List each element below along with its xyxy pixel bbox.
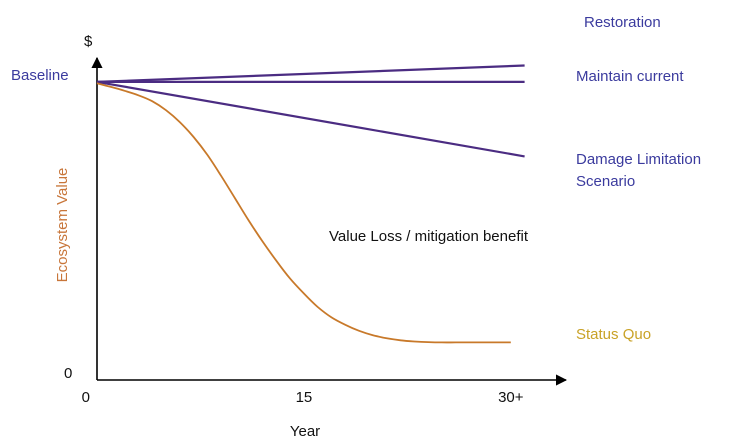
series-line-damage (96, 80, 525, 158)
y-origin-label: 0 (64, 365, 72, 382)
series-label-damage-line2: Scenario (576, 173, 635, 190)
series-label-status-quo: Status Quo (576, 326, 651, 343)
x-tick-label: 15 (296, 389, 313, 406)
x-tick-labels: 0 15 30+ (82, 389, 524, 406)
baseline-label: Baseline (11, 67, 69, 84)
series-line-statusquo (96, 82, 511, 344)
series-label-maintain-current: Maintain current (576, 68, 684, 85)
annotation-text: Value Loss / mitigation benefit (329, 228, 529, 245)
y-axis-title: Ecosystem Value (54, 168, 71, 283)
series-label-damage-line1: Damage Limitation (576, 151, 701, 168)
x-tick-label: 0 (82, 389, 90, 406)
series-lines (96, 64, 525, 344)
series-label-restoration: Restoration (584, 14, 661, 31)
series-line-restoration (96, 64, 525, 83)
y-unit-label: $ (84, 33, 93, 50)
x-axis-title: Year (290, 423, 320, 440)
x-tick-label: 30+ (498, 389, 524, 406)
series-label-damage-limitation: Damage Limitation Scenario (576, 151, 705, 190)
